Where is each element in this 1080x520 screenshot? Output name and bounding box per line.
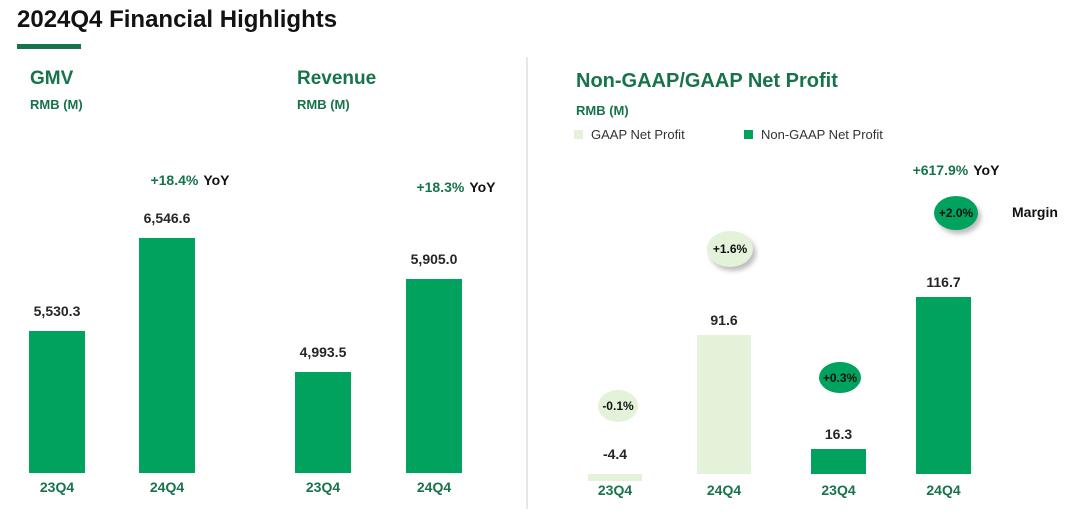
gmv-yoy-annotation: +18.4% YoY [125,172,255,188]
net-profit-value-label: 16.3 [824,426,853,442]
net-profit-yoy-suffix: YoY [973,162,1000,178]
margin-side-label: Margin [1012,204,1058,220]
gaap-legend-label: GAAP Net Profit [591,127,685,142]
net-profit-unit-label: RMB (M) [576,103,629,118]
gmv-bar-23Q4 [29,331,85,473]
gmv-unit-label: RMB (M) [30,97,83,112]
net-profit-category-label: 23Q4 [821,482,856,498]
net-profit-bar-23Q4 [588,474,642,481]
legend-item-gaap: GAAP Net Profit [574,127,685,142]
revenue-bar-24Q4 [406,279,462,473]
revenue-value-label: 5,905.0 [410,251,458,267]
page-title: 2024Q4 Financial Highlights [17,6,338,33]
non-gaap-legend-swatch [744,130,753,139]
revenue-yoy-annotation: +18.3% YoY [391,179,521,195]
revenue-category-label: 23Q4 [305,479,341,495]
net-profit-bar-23Q4 [811,449,866,474]
net-profit-margin-bubble: +0.3% [819,362,861,393]
net-profit-category-label: 23Q4 [597,482,633,498]
net-profit-margin-bubble: +1.6% [707,231,753,267]
net-profit-chart-title: Non-GAAP/GAAP Net Profit [576,70,838,92]
gaap-legend-swatch [574,130,583,139]
revenue-yoy-percent: +18.3% [416,179,465,195]
revenue-category-label: 24Q4 [416,479,452,495]
net-profit-category-label: 24Q4 [706,482,742,498]
title-underline [17,44,81,49]
legend-item-non-gaap: Non-GAAP Net Profit [744,127,883,142]
revenue-value-label: 4,993.5 [299,344,347,360]
net-profit-category-label: 24Q4 [926,482,961,498]
net-profit-margin-bubble: +2.0% [934,196,978,230]
revenue-bar-23Q4 [295,372,351,473]
gmv-category-label: 23Q4 [39,479,75,495]
revenue-yoy-suffix: YoY [469,179,496,195]
net-profit-yoy-annotation: +617.9% YoY [886,162,1026,178]
section-divider [526,57,528,509]
net-profit-margin-bubble: -0.1% [598,390,638,422]
gmv-yoy-suffix: YoY [203,172,230,188]
net-profit-yoy-percent: +617.9% [912,162,969,178]
gmv-yoy-percent: +18.4% [150,172,199,188]
net-profit-bar-24Q4 [697,335,751,474]
net-profit-value-label: -4.4 [602,446,628,462]
gmv-chart-title: GMV [30,68,74,89]
revenue-unit-label: RMB (M) [297,97,350,112]
net-profit-value-label: 91.6 [710,312,738,328]
gmv-category-label: 24Q4 [149,479,185,495]
net-profit-value-label: 116.7 [926,274,961,290]
non-gaap-legend-label: Non-GAAP Net Profit [761,127,883,142]
net-profit-bar-24Q4 [916,297,971,474]
gmv-value-label: 6,546.6 [143,210,191,226]
gmv-value-label: 5,530.3 [33,303,81,319]
revenue-chart-title: Revenue [297,68,377,89]
gmv-bar-24Q4 [139,238,195,473]
